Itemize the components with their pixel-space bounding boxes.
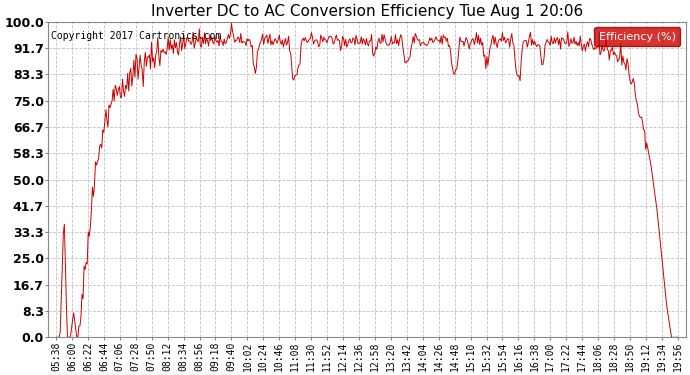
Legend: Efficiency (%): Efficiency (%): [594, 27, 680, 46]
Title: Inverter DC to AC Conversion Efficiency Tue Aug 1 20:06: Inverter DC to AC Conversion Efficiency …: [151, 4, 583, 19]
Text: Copyright 2017 Cartronics.com: Copyright 2017 Cartronics.com: [51, 31, 221, 41]
